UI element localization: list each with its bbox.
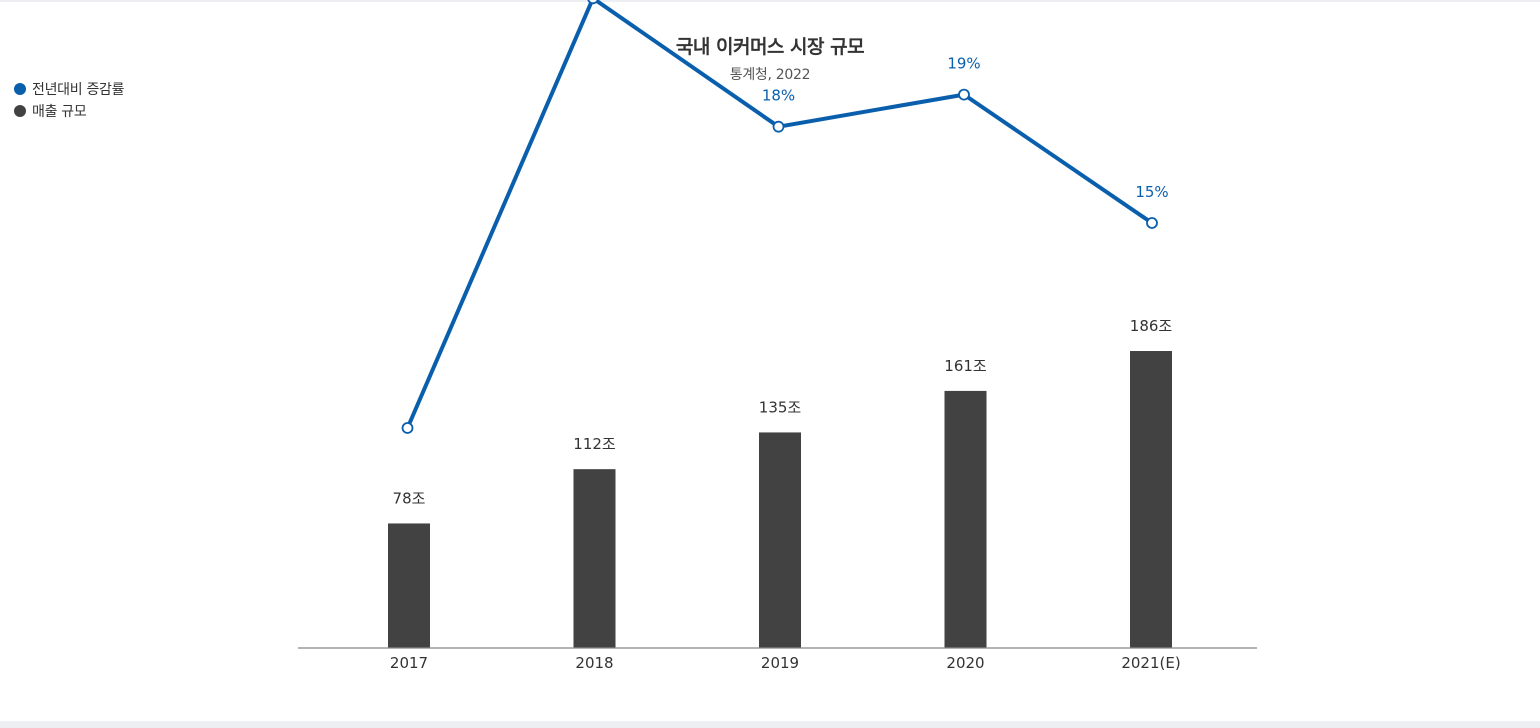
growth-rate-label-2019: 18% <box>762 87 795 105</box>
x-tick-2018: 2018 <box>575 654 613 672</box>
growth-rate-point-2017 <box>403 423 413 433</box>
bar-label-2019: 135조 <box>759 398 802 416</box>
bar-label-2017: 78조 <box>393 489 426 507</box>
growth-rate-point-2019 <box>774 122 784 132</box>
bar-2018 <box>574 469 616 648</box>
bar-2020 <box>945 391 987 648</box>
x-tick-2020: 2020 <box>946 654 984 672</box>
growth-rate-point-2020 <box>959 90 969 100</box>
growth-rate-point-2018 <box>588 0 598 3</box>
bar-2017 <box>388 523 430 648</box>
line-series-growth-rate <box>403 0 1158 433</box>
x-tick-2019: 2019 <box>761 654 799 672</box>
bar-label-2021(E): 186조 <box>1130 317 1173 335</box>
growth-rate-label-2021(E): 15% <box>1135 183 1168 201</box>
bar-series-sales-volume <box>388 351 1172 648</box>
x-axis-tick-labels: 2017 2018 2019 2020 2021(E) <box>390 654 1181 672</box>
growth-rate-point-2021(E) <box>1147 218 1157 228</box>
growth-rate-label-2020: 19% <box>947 55 980 73</box>
line-value-labels: 22%18%19%15% <box>576 0 1168 201</box>
bar-2021(E) <box>1130 351 1172 648</box>
x-tick-2021(E): 2021(E) <box>1121 654 1180 672</box>
bar-2019 <box>759 432 801 648</box>
growth-rate-line <box>408 0 1153 428</box>
bar-label-2020: 161조 <box>944 357 987 375</box>
bottom-band <box>0 721 1540 728</box>
bar-label-2018: 112조 <box>573 435 616 453</box>
x-tick-2017: 2017 <box>390 654 428 672</box>
